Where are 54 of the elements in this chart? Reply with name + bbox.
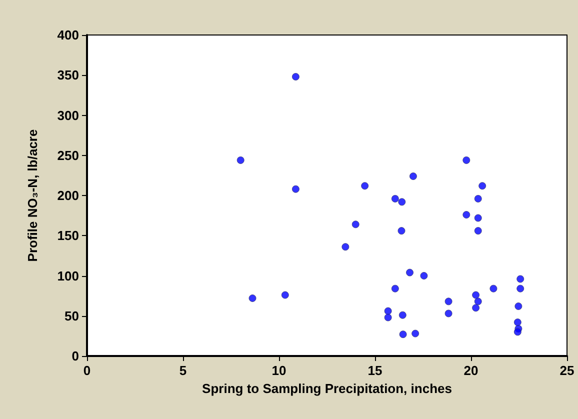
y-tick-label: 400	[57, 28, 79, 42]
point	[516, 275, 524, 283]
point	[409, 172, 417, 180]
point	[444, 310, 452, 318]
point	[514, 318, 522, 326]
point	[478, 182, 486, 190]
x-tick-label: 5	[179, 363, 187, 378]
y-tick-label: 0	[72, 348, 79, 364]
x-tick-label: 10	[272, 363, 286, 378]
y-tick-label: 200	[57, 188, 79, 203]
x-tick-label: 25	[560, 363, 574, 378]
y-tick-label: 300	[57, 108, 79, 123]
point	[391, 284, 399, 292]
x-tick-label: 20	[464, 363, 478, 378]
point	[398, 311, 406, 319]
point	[352, 220, 360, 228]
point	[361, 182, 369, 190]
point	[420, 272, 428, 280]
point	[412, 330, 420, 338]
point	[398, 198, 406, 206]
x-tick-label: 15	[368, 363, 382, 378]
point	[292, 185, 300, 193]
point	[472, 291, 480, 299]
point	[462, 211, 470, 219]
point	[399, 330, 407, 338]
point	[514, 302, 522, 310]
point	[398, 227, 406, 235]
y-tick-label: 250	[57, 148, 79, 163]
point	[516, 284, 524, 292]
y-tick-label: 350	[57, 68, 79, 83]
point	[248, 294, 256, 302]
y-tick-label: 100	[57, 268, 79, 284]
y-axis-title: Profile NO₃-N, lb/acre	[25, 129, 40, 262]
point	[281, 291, 289, 299]
point	[472, 304, 480, 312]
point	[391, 194, 399, 202]
point	[474, 194, 482, 202]
point	[474, 298, 482, 306]
point	[384, 314, 392, 322]
y-tick-label: 50	[64, 308, 79, 324]
point	[474, 227, 482, 235]
x-axis-title: Spring to Sampling Precipitation, inches	[202, 381, 452, 396]
point	[490, 284, 498, 292]
point	[462, 156, 470, 164]
point	[236, 156, 244, 164]
point	[474, 214, 482, 222]
x-tick-label: 0	[83, 363, 91, 378]
point	[384, 307, 392, 315]
point	[342, 243, 350, 251]
y-tick-label: 150	[57, 228, 79, 244]
point	[514, 328, 522, 336]
point	[406, 268, 414, 276]
point	[292, 72, 300, 80]
point	[444, 298, 452, 306]
